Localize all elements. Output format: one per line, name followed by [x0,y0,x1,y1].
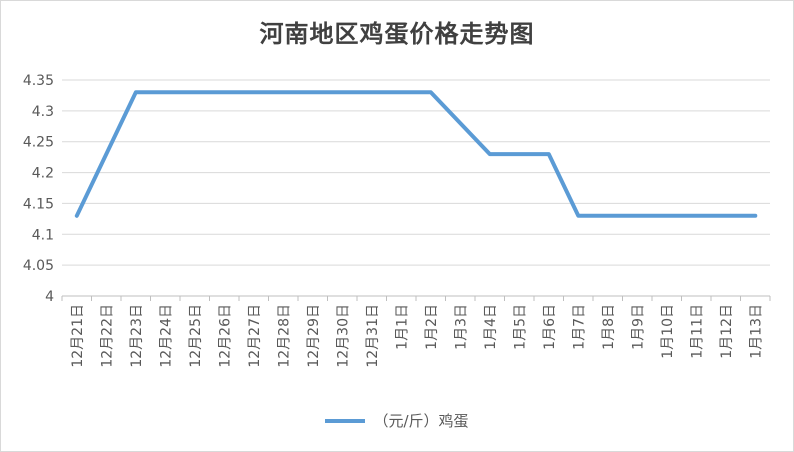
legend-swatch [325,418,366,423]
y-tick-label: 4 [45,289,54,305]
y-tick-label: 4.05 [23,258,54,274]
gridlines [62,79,770,297]
x-tick-label: 12月27日 [247,304,263,368]
x-axis: 12月21日 12月22日 12月23日 12月24日 12月25日 12月26日 12月2… [61,296,771,368]
x-tick-label: 1月13日 [748,304,764,359]
x-tick-label: 1月1日 [394,304,410,350]
y-tick-label: 4.1 [32,227,54,243]
x-tick-label: 1月11日 [689,304,705,359]
x-tick-label: 12月21日 [70,304,86,368]
y-tick-label: 4.3 [32,104,54,120]
series-layer [74,90,758,218]
x-tick-label: 12月22日 [99,304,115,368]
x-tick-label: 1月7日 [571,304,587,350]
x-tick-label: 1月5日 [512,304,528,350]
x-tick-label: 12月28日 [276,304,292,368]
legend-label: （元/斤）鸡蛋 [373,412,469,430]
y-tick-label: 4.25 [23,135,54,151]
x-tick-label: 12月26日 [217,304,233,368]
y-tick-label: 4.2 [32,166,54,182]
x-tick-label: 1月9日 [630,304,646,350]
x-tick-label: 12月23日 [129,304,145,368]
x-tick-label: 12月24日 [158,304,174,368]
y-axis: 4 4.05 4.1 4.15 4.2 4.25 4.3 4.35 [23,73,54,305]
chart-title: 河南地区鸡蛋价格走势图 [259,19,535,48]
x-tick-label: 1月2日 [424,304,440,350]
x-tick-label: 1月12日 [719,304,735,359]
x-tick-label: 1月6日 [542,304,558,350]
series-line [74,90,758,218]
x-tick-label: 1月10日 [660,304,676,359]
y-tick-label: 4.15 [23,196,54,212]
x-tick-label: 12月30日 [335,304,351,368]
x-tick-label: 12月29日 [306,304,322,368]
x-tick-label: 12月31日 [365,304,381,368]
x-tick-label: 1月8日 [601,304,617,350]
x-tick-label: 1月3日 [453,304,469,350]
legend: （元/斤）鸡蛋 [0,410,794,431]
x-tick-label: 1月4日 [483,304,499,350]
x-tick-label: 12月25日 [188,304,204,368]
y-tick-label: 4.35 [23,73,54,89]
